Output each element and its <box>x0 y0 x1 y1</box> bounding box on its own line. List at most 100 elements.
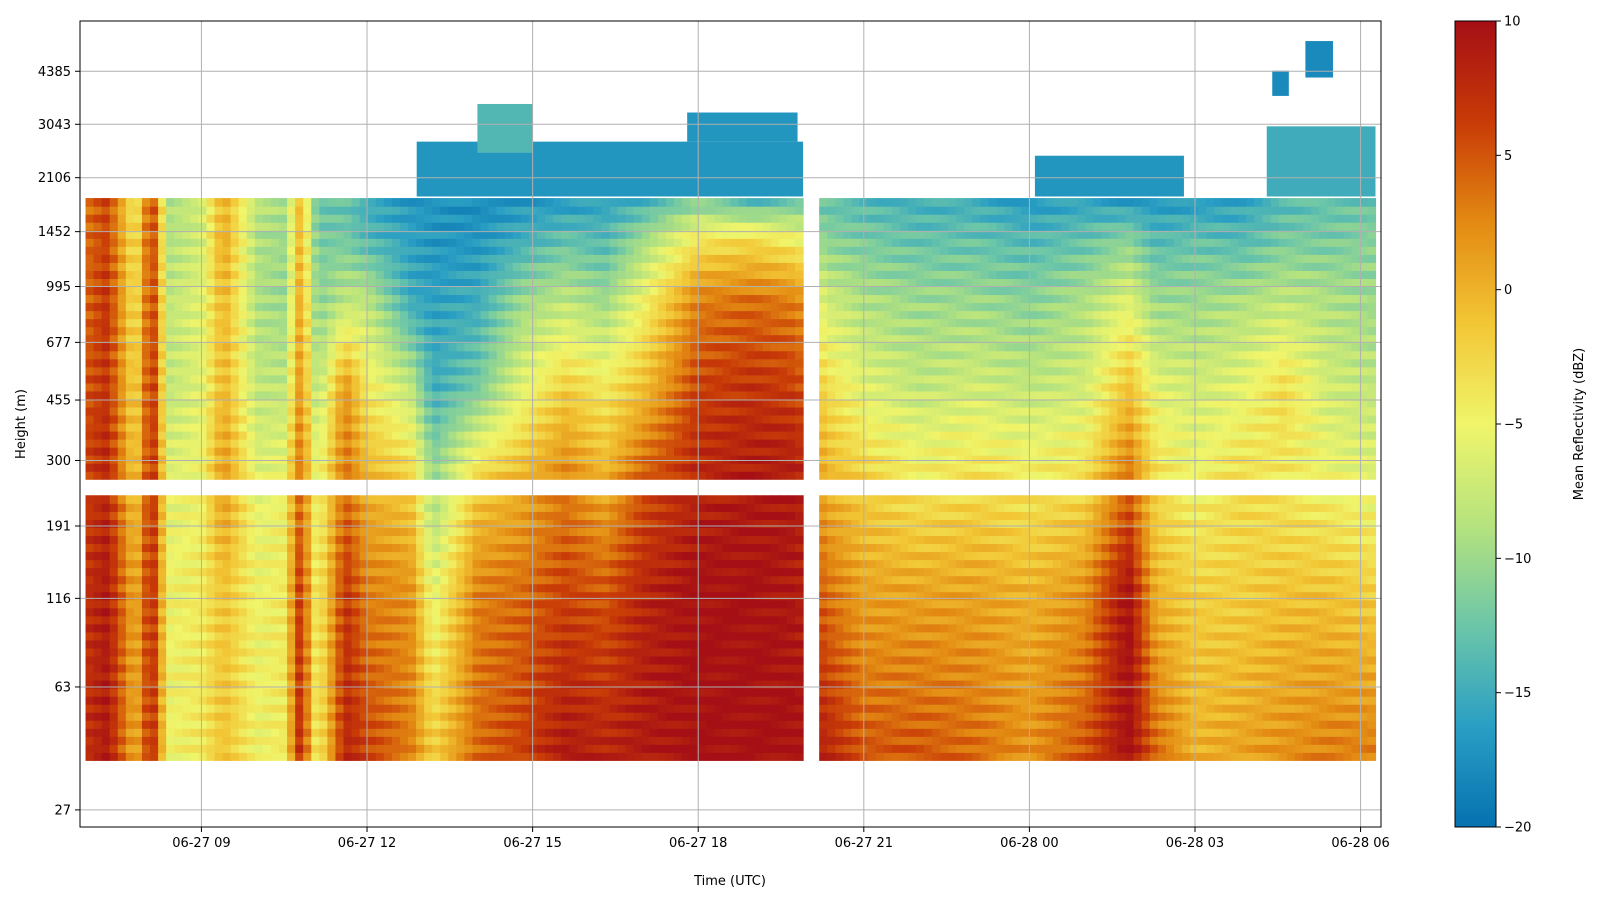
heatmap-cell <box>770 599 780 609</box>
heatmap-cell <box>795 639 804 649</box>
heatmap-cell <box>1109 583 1119 593</box>
heatmap-cell <box>359 543 369 553</box>
heatmap-cell <box>1367 567 1377 577</box>
heatmap-cell <box>1270 599 1280 609</box>
heatmap-cell <box>585 720 595 729</box>
heatmap-cell <box>923 519 933 528</box>
heatmap-cell <box>932 752 941 761</box>
heatmap-cell <box>617 575 627 585</box>
heatmap-cell <box>690 671 699 681</box>
heatmap-cell <box>1198 599 1207 609</box>
heatmap-cell <box>85 720 95 729</box>
heatmap-cell <box>585 728 595 737</box>
heatmap-cell <box>424 720 433 729</box>
heatmap-cell <box>835 696 844 705</box>
heatmap-cell <box>270 704 280 713</box>
heatmap-cell <box>722 615 732 625</box>
heatmap-cell <box>424 567 433 577</box>
heatmap-cell <box>1327 704 1336 713</box>
heatmap-cell <box>528 639 538 649</box>
heatmap-cell <box>907 752 917 761</box>
heatmap-cell <box>867 752 877 761</box>
heatmap-cell <box>569 655 578 665</box>
heatmap-cell <box>1165 663 1175 673</box>
heatmap-cell <box>843 728 853 737</box>
heatmap-cell <box>1335 639 1344 649</box>
heatmap-cell <box>391 728 401 737</box>
heatmap-cell <box>1101 704 1111 713</box>
heatmap-cell <box>835 511 844 520</box>
heatmap-cell <box>1222 639 1231 649</box>
heatmap-cell <box>456 527 466 537</box>
heatmap-cell <box>440 535 449 545</box>
heatmap-cell <box>1157 551 1167 561</box>
heatmap-cell <box>101 639 111 649</box>
heatmap-cell <box>319 728 328 737</box>
heatmap-cell <box>1270 696 1280 705</box>
heatmap-cell <box>351 752 361 761</box>
heatmap-cell <box>367 752 377 761</box>
heatmap-cell <box>657 720 667 729</box>
heatmap-cell <box>633 575 643 585</box>
heatmap-cell <box>545 744 554 753</box>
heatmap-cell <box>996 519 1006 528</box>
heatmap-cell <box>1198 543 1207 553</box>
heatmap-cell <box>166 591 175 601</box>
heatmap-cell <box>956 527 965 537</box>
heatmap-cell <box>980 551 990 561</box>
heatmap-cell <box>1343 752 1352 761</box>
heatmap-cell <box>432 519 441 528</box>
heatmap-cell <box>1093 752 1102 761</box>
heatmap-cell <box>730 688 740 697</box>
heatmap-cell <box>295 680 304 689</box>
heatmap-cell <box>770 696 780 705</box>
heatmap-cell <box>706 527 715 537</box>
heatmap-cell <box>158 663 167 673</box>
heatmap-cell <box>174 511 183 520</box>
heatmap-cell <box>972 696 982 705</box>
heatmap-cell <box>593 736 603 745</box>
heatmap-cell <box>883 671 893 681</box>
heatmap-cell <box>867 744 877 753</box>
heatmap-cell <box>1165 720 1175 729</box>
heatmap-cell <box>512 623 522 633</box>
heatmap-cell <box>1020 551 1030 561</box>
heatmap-cell <box>359 680 369 689</box>
heatmap-cell <box>1262 736 1272 745</box>
heatmap-cell <box>262 720 272 729</box>
heatmap-cell <box>1335 688 1344 697</box>
heatmap-cell <box>166 551 175 561</box>
heatmap-cell <box>1133 663 1143 673</box>
heatmap-cell <box>432 615 441 625</box>
heatmap-cell <box>432 744 441 753</box>
heatmap-cell <box>577 688 586 697</box>
heatmap-cell <box>1359 663 1369 673</box>
heatmap-cell <box>408 655 417 665</box>
heatmap-cell <box>682 567 691 577</box>
heatmap-cell <box>359 559 369 569</box>
heatmap-cell <box>327 623 337 633</box>
heatmap-cell <box>996 688 1006 697</box>
heatmap-cell <box>1052 680 1062 689</box>
heatmap-cell <box>738 559 748 569</box>
heatmap-cell <box>1310 599 1320 609</box>
heatmap-cell <box>641 623 651 633</box>
heatmap-cell <box>1133 599 1143 609</box>
heatmap-cell <box>932 712 941 721</box>
heatmap-cell <box>795 671 804 681</box>
heatmap-cell <box>601 696 611 705</box>
heatmap-cell <box>1302 519 1312 528</box>
heatmap-cell <box>101 647 111 657</box>
heatmap-cell <box>714 639 724 649</box>
heatmap-cell <box>166 503 175 512</box>
heatmap-cell <box>746 591 756 601</box>
heatmap-cell <box>633 623 643 633</box>
heatmap-cell <box>1069 519 1078 528</box>
heatmap-cell <box>1343 519 1352 528</box>
heatmap-cell <box>206 744 216 753</box>
heatmap-cell <box>1367 583 1377 593</box>
heatmap-cell <box>1181 519 1191 528</box>
heatmap-cell <box>222 567 232 577</box>
heatmap-cell <box>1222 583 1231 593</box>
heatmap-cell <box>819 503 828 512</box>
